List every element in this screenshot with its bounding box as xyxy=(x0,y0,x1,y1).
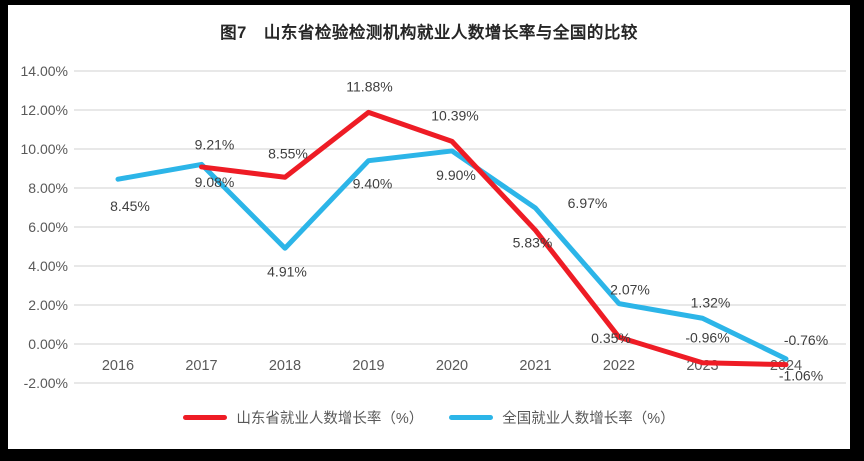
data-label: 11.88% xyxy=(346,78,392,94)
y-axis-tick-label: 14.00% xyxy=(21,63,68,79)
legend-line-swatch xyxy=(183,415,228,420)
legend-label: 全国就业人数增长率（%） xyxy=(502,411,675,427)
chart-legend: 山东省就业人数增长率（%） 全国就业人数增长率（%） xyxy=(8,407,850,428)
series-line xyxy=(199,109,789,368)
data-label: -0.96% xyxy=(685,330,729,346)
y-axis-tick-label: 4.00% xyxy=(28,258,68,274)
data-label: 9.08% xyxy=(195,174,235,190)
data-label: 4.91% xyxy=(267,263,307,279)
data-label: 6.97% xyxy=(568,195,608,211)
data-label: 2.07% xyxy=(610,282,650,298)
data-label: -1.06% xyxy=(779,368,823,384)
legend-item: 全国就业人数增长率（%） xyxy=(449,407,675,428)
x-axis-tick-label: 2017 xyxy=(185,358,217,374)
y-axis-tick-label: -2.00% xyxy=(24,375,68,391)
x-axis-tick-label: 2016 xyxy=(102,358,134,374)
line-chart-plot-area: 14.00% 12.00% 10.00% 8.00% 6.00% 4.00% 2.00% 0.… xyxy=(21,63,846,391)
data-label: 8.45% xyxy=(110,198,150,214)
x-axis-tick-label: 2022 xyxy=(603,358,635,374)
data-label: 9.40% xyxy=(353,176,393,192)
y-axis-tick-label: 8.00% xyxy=(28,180,68,196)
x-axis-tick-label: 2020 xyxy=(436,358,468,374)
chart-canvas: 图7 山东省检验检测机构就业人数增长率与全国的比较 14.00% 12.00% 10… xyxy=(8,5,850,449)
chart-title: 图7 山东省检验检测机构就业人数增长率与全国的比较 xyxy=(220,24,638,42)
x-axis-tick-label: 2021 xyxy=(519,358,551,374)
x-axis-tick-label: 2018 xyxy=(269,358,301,374)
series-line xyxy=(115,148,789,362)
y-axis-tick-label: 6.00% xyxy=(28,219,68,235)
data-label: 5.83% xyxy=(513,234,553,250)
y-axis-tick-label: 10.00% xyxy=(21,141,68,157)
y-axis-tick-label: 2.00% xyxy=(28,297,68,313)
data-label: 9.90% xyxy=(436,167,476,183)
data-label: 8.55% xyxy=(268,145,308,161)
legend-label: 山东省就业人数增长率（%） xyxy=(236,411,424,427)
data-label: 0.35% xyxy=(591,330,631,346)
legend-line-swatch xyxy=(449,415,494,420)
y-axis-tick-label: 12.00% xyxy=(21,102,68,118)
data-label: 10.39% xyxy=(431,107,478,123)
y-axis-tick-label: 0.00% xyxy=(28,336,68,352)
x-axis-tick-label: 2019 xyxy=(352,358,384,374)
legend-item: 山东省就业人数增长率（%） xyxy=(183,407,423,428)
data-label: 9.21% xyxy=(195,136,235,152)
data-label: 1.32% xyxy=(691,294,731,310)
data-label: -0.76% xyxy=(784,332,828,348)
